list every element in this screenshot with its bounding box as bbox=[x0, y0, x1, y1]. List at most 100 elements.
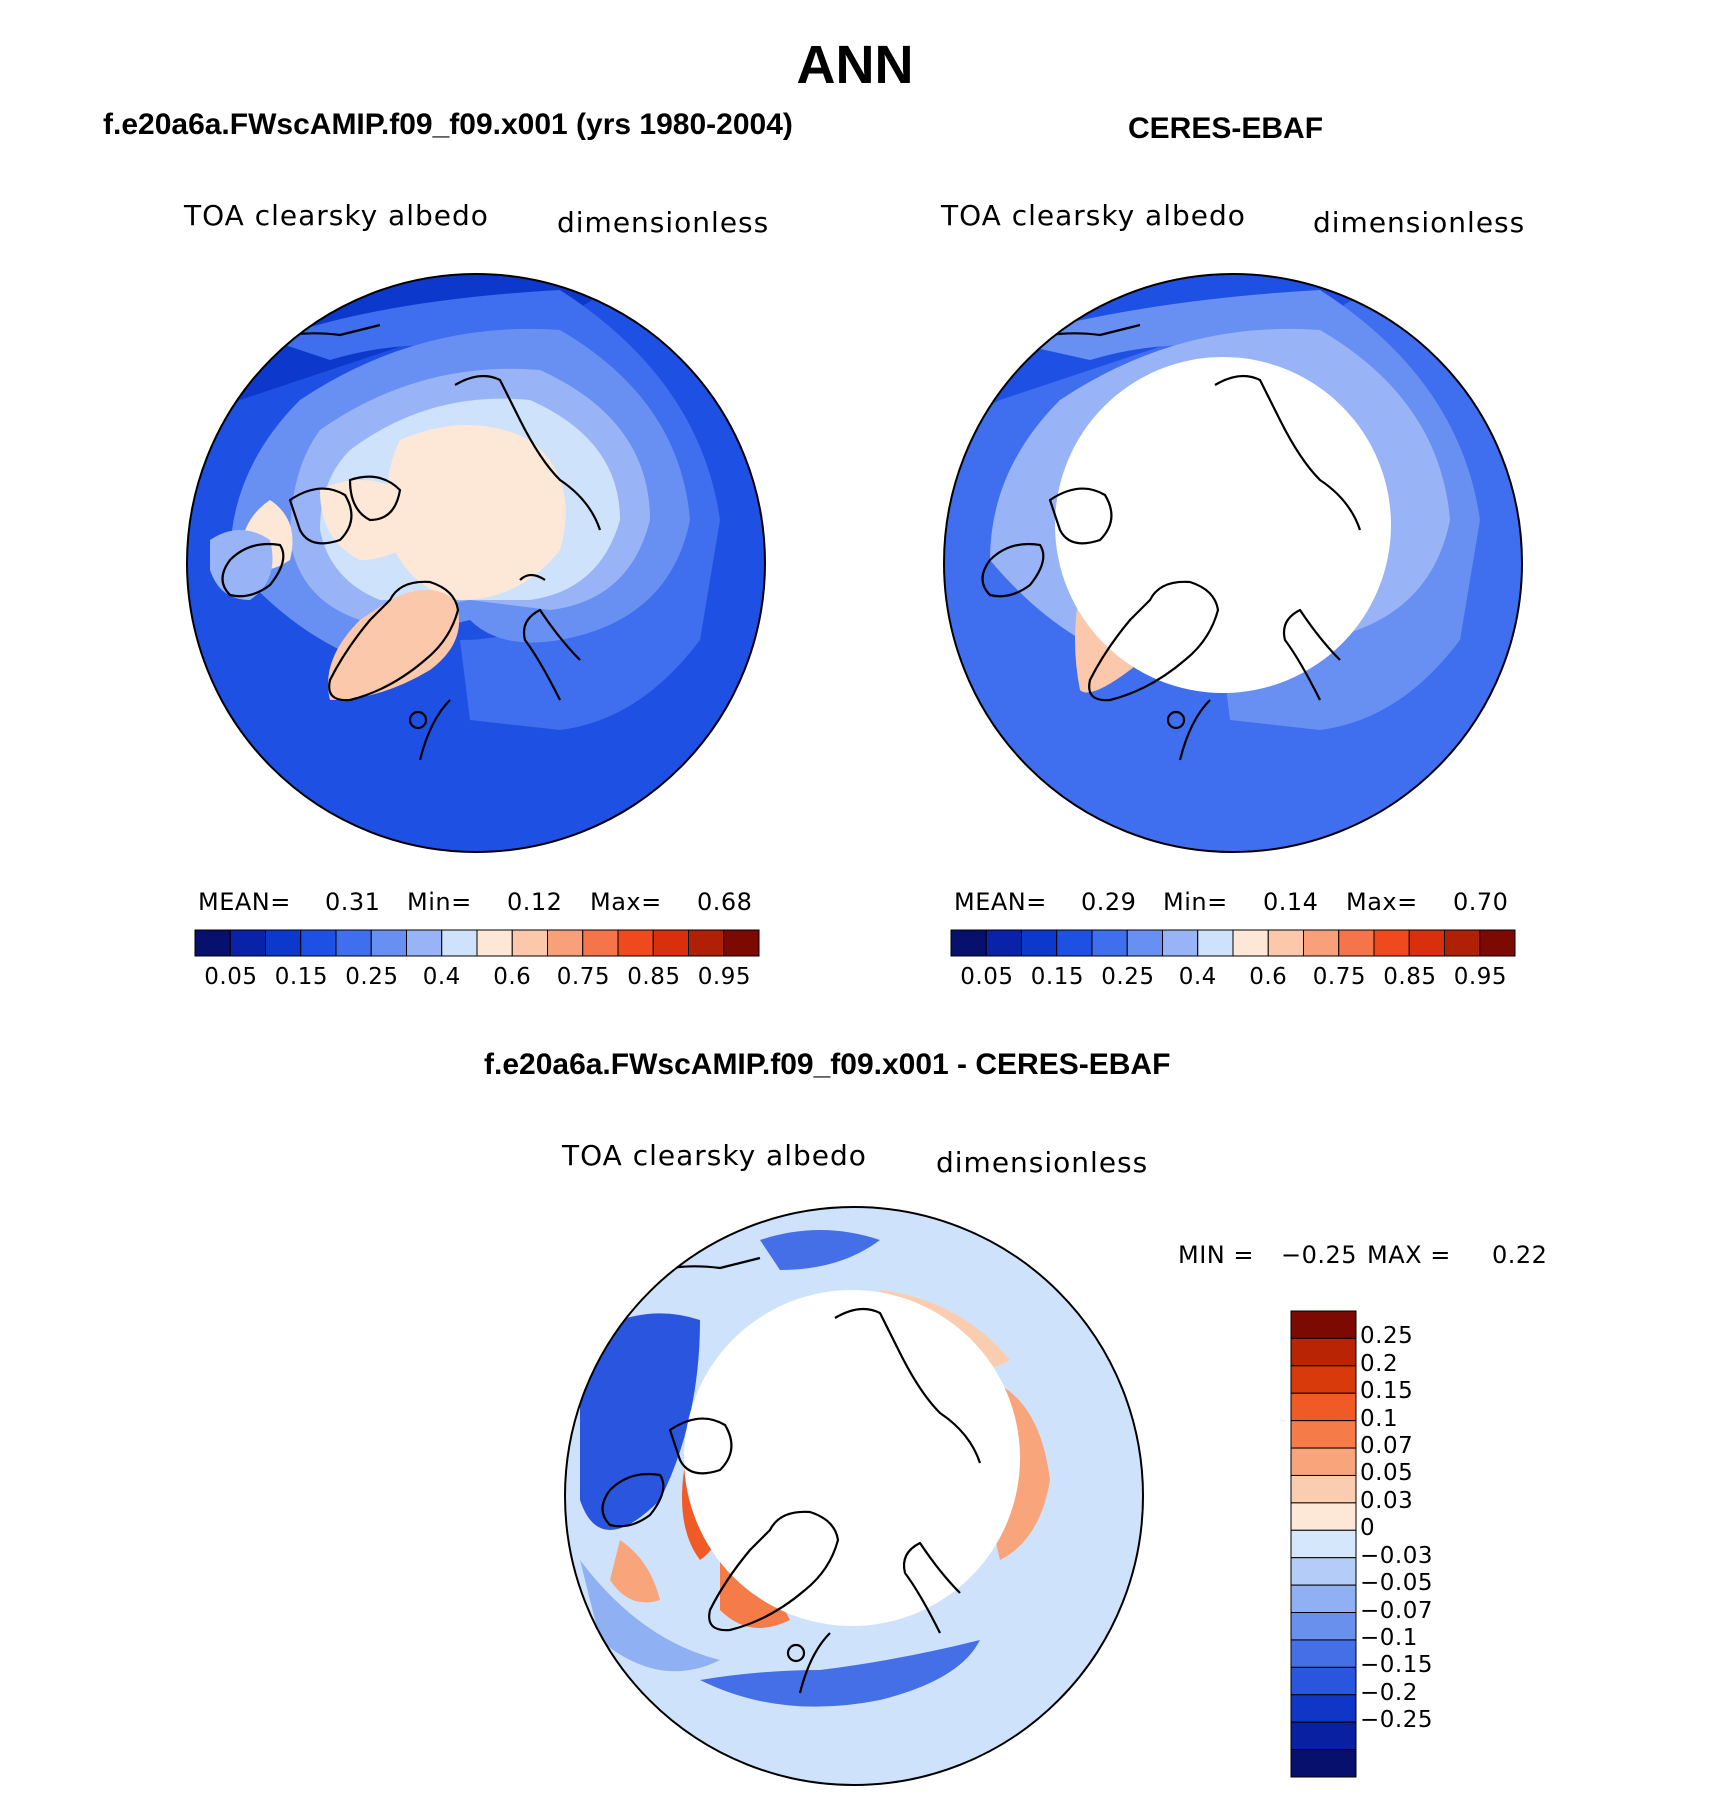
diff-colorbar-tick-label: −0.2 bbox=[1360, 1679, 1418, 1706]
diff-missing-data bbox=[684, 1290, 1020, 1626]
panel2-min-value: 0.14 bbox=[1263, 888, 1319, 916]
panel2-colorbar bbox=[950, 929, 1516, 957]
panel2-mean-label: MEAN= bbox=[954, 888, 1047, 916]
diff-colorbar bbox=[1290, 1310, 1357, 1778]
panel2-colorbar-tick-label: 0.15 bbox=[1030, 964, 1084, 990]
panel1-max-label: Max= bbox=[590, 888, 662, 916]
panel2-colorbar-tick-label: 0.4 bbox=[1178, 964, 1217, 990]
panel1-colorbar-swatch bbox=[688, 929, 725, 957]
panel2-colorbar-swatch bbox=[1021, 929, 1058, 957]
panel2-colorbar-swatch bbox=[1091, 929, 1128, 957]
diff-colorbar-tick-label: −0.15 bbox=[1360, 1652, 1433, 1679]
diff-colorbar-swatch bbox=[1290, 1529, 1357, 1559]
diff-colorbar-tick-label: 0.1 bbox=[1360, 1405, 1399, 1432]
diff-min-value: −0.25 bbox=[1281, 1241, 1358, 1269]
diff-colorbar-tick-label: −0.1 bbox=[1360, 1624, 1418, 1651]
diff-panel-title: f.e20a6a.FWscAMIP.f09_f09.x001 - CERES-E… bbox=[484, 1048, 1171, 1081]
diff-min-label: MIN = bbox=[1178, 1241, 1254, 1269]
diff-colorbar-tick-label: 0.05 bbox=[1360, 1460, 1414, 1487]
panel2-colorbar-tick-label: 0.05 bbox=[960, 964, 1014, 990]
panel1-colorbar-swatch bbox=[300, 929, 337, 957]
diff-colorbar-tick-label: −0.07 bbox=[1360, 1597, 1433, 1624]
diff-colorbar-swatch bbox=[1290, 1666, 1357, 1696]
panel2-colorbar-tick-label: 0.85 bbox=[1383, 964, 1437, 990]
panel2-colorbar-tick-label: 0.75 bbox=[1312, 964, 1366, 990]
diff-colorbar-tick-label: 0 bbox=[1360, 1515, 1376, 1542]
diff-map bbox=[565, 1207, 1143, 1785]
panel2-missing-data bbox=[1055, 357, 1391, 693]
panel1-colorbar-tick-label: 0.15 bbox=[274, 964, 328, 990]
panel2-map-border bbox=[943, 273, 1523, 853]
panel1-min-label: Min= bbox=[407, 888, 472, 916]
diff-colorbar-swatch bbox=[1290, 1365, 1357, 1394]
panel2-colorbar-swatch bbox=[1232, 929, 1269, 957]
diff-colorbar-swatch bbox=[1290, 1749, 1357, 1778]
panel1-colorbar-swatch bbox=[723, 929, 760, 957]
diff-colorbar-tick-label: 0.07 bbox=[1360, 1433, 1414, 1460]
diff-colorbar-tick-label: 0.15 bbox=[1360, 1378, 1414, 1405]
diff-colorbar-swatch bbox=[1290, 1612, 1357, 1641]
panel2-colorbar-tick-label: 0.6 bbox=[1249, 964, 1288, 990]
diff-units-label: dimensionless bbox=[936, 1146, 1149, 1179]
panel1-mean-value: 0.31 bbox=[325, 888, 381, 916]
diff-colorbar-swatch bbox=[1290, 1557, 1357, 1586]
panel2-colorbar-swatch bbox=[1056, 929, 1093, 957]
diff-max-value: 0.22 bbox=[1492, 1241, 1548, 1269]
panel2-colorbar-swatch bbox=[1197, 929, 1234, 957]
panel2-mean-value: 0.29 bbox=[1081, 888, 1137, 916]
diff-map-border bbox=[564, 1206, 1144, 1786]
panel2-min-label: Min= bbox=[1163, 888, 1228, 916]
diff-colorbar-swatch bbox=[1290, 1721, 1357, 1751]
diff-colorbar-tick-label: −0.25 bbox=[1360, 1707, 1433, 1734]
panel1-colorbar-swatch bbox=[265, 929, 302, 957]
panel1-colorbar-swatch bbox=[476, 929, 513, 957]
panel2-units-label: dimensionless bbox=[1313, 206, 1526, 239]
panel1-min-value: 0.12 bbox=[507, 888, 563, 916]
diff-colorbar-tick-label: 0.25 bbox=[1360, 1323, 1414, 1350]
diff-colorbar-tick-label: −0.05 bbox=[1360, 1570, 1433, 1597]
diff-colorbar-swatch bbox=[1290, 1337, 1357, 1367]
panel2-max-label: Max= bbox=[1346, 888, 1418, 916]
panel1-colorbar-swatch bbox=[194, 929, 231, 957]
panel1-colorbar-tick-label: 0.75 bbox=[556, 964, 610, 990]
panel1-coastlines bbox=[221, 323, 602, 761]
panel1-variable-label: TOA clearsky albedo bbox=[184, 199, 489, 232]
panel1-colorbar-swatch bbox=[511, 929, 548, 957]
panel1-colorbar-swatch bbox=[547, 929, 584, 957]
panel1-colorbar-swatch bbox=[406, 929, 443, 957]
diff-colorbar-swatch bbox=[1290, 1639, 1357, 1668]
panel2-colorbar-swatch bbox=[1408, 929, 1445, 957]
main-title: ANN bbox=[796, 35, 914, 95]
diff-colorbar-swatch bbox=[1290, 1310, 1357, 1339]
diff-max-label: MAX = bbox=[1367, 1241, 1451, 1269]
panel2-colorbar-swatch bbox=[1267, 929, 1304, 957]
panel1-colorbar-tick-label: 0.6 bbox=[493, 964, 532, 990]
panel2-title: CERES-EBAF bbox=[1128, 112, 1324, 145]
diff-colorbar-swatch bbox=[1290, 1474, 1357, 1504]
diff-colorbar-swatch bbox=[1290, 1447, 1357, 1476]
panel1-colorbar-swatch bbox=[441, 929, 478, 957]
panel1-colorbar-tick-label: 0.05 bbox=[204, 964, 258, 990]
diff-colorbar-swatch bbox=[1290, 1420, 1357, 1449]
panel2-colorbar-swatch bbox=[1373, 929, 1410, 957]
panel1-map-border bbox=[186, 273, 766, 853]
panel2-colorbar-swatch bbox=[1126, 929, 1163, 957]
panel2-max-value: 0.70 bbox=[1453, 888, 1509, 916]
panel2-colorbar-swatch bbox=[1338, 929, 1375, 957]
panel2-map bbox=[944, 274, 1522, 852]
panel1-mean-label: MEAN= bbox=[198, 888, 291, 916]
panel2-colorbar-swatch bbox=[1479, 929, 1516, 957]
diff-colorbar-swatch bbox=[1290, 1694, 1357, 1723]
panel1-colorbar-tick-label: 0.25 bbox=[345, 964, 399, 990]
panel2-colorbar-swatch bbox=[1444, 929, 1481, 957]
diff-variable-label: TOA clearsky albedo bbox=[562, 1139, 867, 1172]
diff-colorbar-tick-label: −0.03 bbox=[1360, 1542, 1433, 1569]
panel2-colorbar-tick-label: 0.95 bbox=[1453, 964, 1507, 990]
panel1-colorbar-tick-label: 0.85 bbox=[627, 964, 681, 990]
diff-colorbar-swatch bbox=[1290, 1502, 1357, 1531]
panel2-colorbar-swatch bbox=[1162, 929, 1199, 957]
diff-colorbar-tick-label: 0.03 bbox=[1360, 1487, 1414, 1514]
panel2-colorbar-tick-label: 0.25 bbox=[1101, 964, 1155, 990]
panel1-colorbar-tick-label: 0.95 bbox=[697, 964, 751, 990]
